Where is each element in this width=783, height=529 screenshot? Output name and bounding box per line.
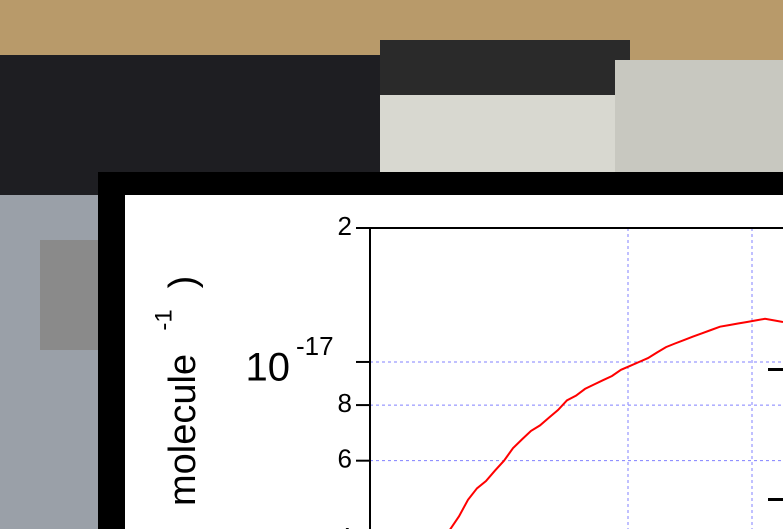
y-tick-label: 2 [338,211,352,241]
legend-mark [768,498,783,501]
y-tick-label: 4 [338,522,352,529]
photo-lid [380,40,630,100]
y-tick-label: 6 [338,444,352,474]
data-line [449,317,783,529]
y-tick-label: 10 [246,346,291,390]
y-label-close: ) [162,276,204,289]
photo-box [0,55,380,195]
photo-instrument [380,95,620,175]
y-tick-label: 8 [338,388,352,418]
legend-mark [768,368,783,371]
y-tick-exponent: -17 [296,331,334,361]
y-label: molecule -1 ) 2 [150,276,204,506]
photo-instrument [615,60,783,180]
photo-mount [40,240,100,350]
y-label-text: molecule [162,354,204,506]
y-label-exponent: -1 [150,309,177,330]
